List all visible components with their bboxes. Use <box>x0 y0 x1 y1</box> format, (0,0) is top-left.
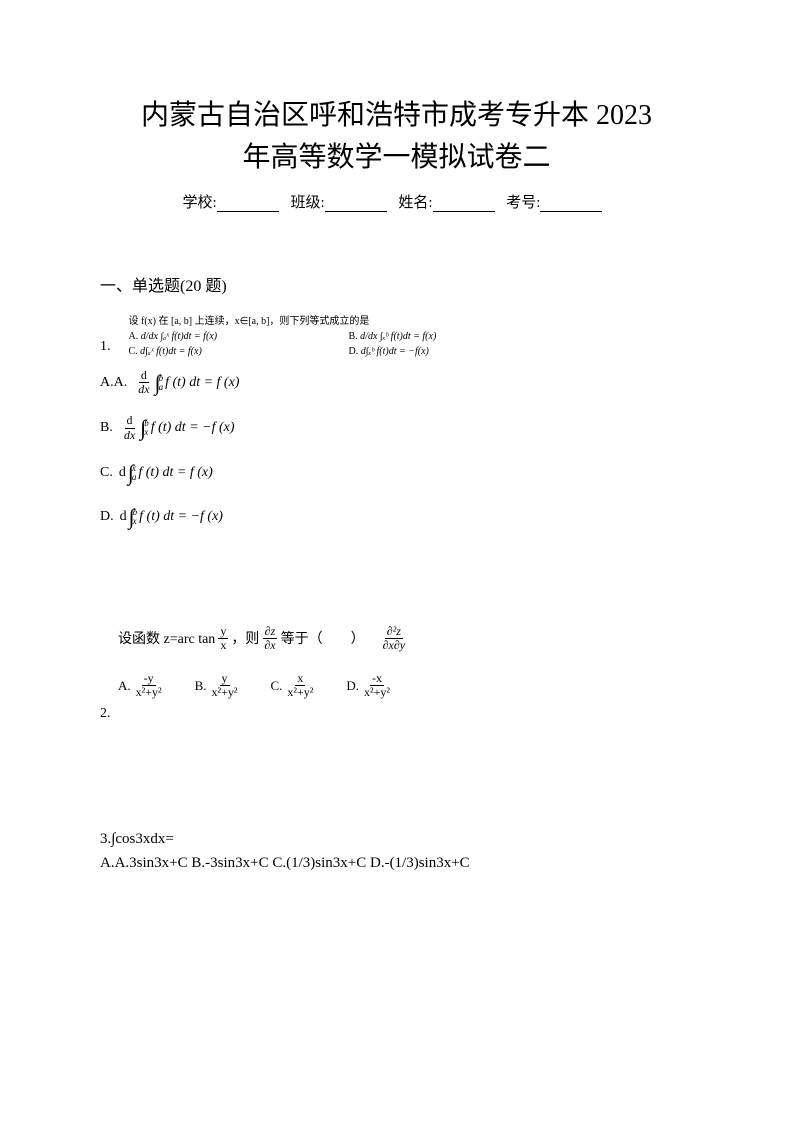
title-line-2: 年高等数学一模拟试卷二 <box>100 137 693 179</box>
q1-opt-d-expr: d ∫ bx f (t) dt = −f (x) <box>120 504 223 530</box>
q1-opt-c-expr: d ∫ xa f (t) dt = f (x) <box>119 460 213 486</box>
class-blank[interactable] <box>325 196 387 212</box>
name-label: 姓名: <box>398 191 432 212</box>
examno-label: 考号: <box>506 191 540 212</box>
name-blank[interactable] <box>433 196 495 212</box>
q1-stem-text: 设 f(x) 在 [a, b] 上连续，x∈[a, b]，则下列等式成立的是 <box>129 314 437 329</box>
q2-option-b: B. yx²+y² <box>195 672 243 699</box>
school-blank[interactable] <box>217 196 279 212</box>
q1-stem-miniature: 设 f(x) 在 [a, b] 上连续，x∈[a, b]，则下列等式成立的是 A… <box>129 314 437 359</box>
q1-opt-b-expr: ddx ∫ bx f (t) dt = −f (x) <box>119 414 235 441</box>
exam-title: 内蒙古自治区呼和浩特市成考专升本 2023 年高等数学一模拟试卷二 <box>100 95 693 179</box>
q1-opt-b-label: B. <box>100 420 113 436</box>
class-label: 班级: <box>290 191 324 212</box>
examno-blank[interactable] <box>540 196 602 212</box>
q2-option-c: C. xx²+y² <box>271 672 319 699</box>
q1-opt-a-label: A.A. <box>100 375 127 391</box>
q2-stem: 设函数 z=arc tan yx ，则 ∂z∂x 等于（ ） ∂²z∂x∂y <box>118 625 693 652</box>
question-1: 1. 设 f(x) 在 [a, b] 上连续，x∈[a, b]，则下列等式成立的… <box>100 314 693 359</box>
q1-option-d: D. d ∫ bx f (t) dt = −f (x) <box>100 504 693 530</box>
q2-number: 2. <box>100 706 693 722</box>
q2-options: A. -yx²+y² B. yx²+y² C. xx²+y² D. -xx²+y… <box>118 672 693 699</box>
q1-number: 1. <box>100 334 111 359</box>
question-2: 设函数 z=arc tan yx ，则 ∂z∂x 等于（ ） ∂²z∂x∂y A… <box>100 625 693 722</box>
q1-opt-a-expr: ddx ∫ ba f (t) dt = f (x) <box>133 369 239 396</box>
question-3: 3.∫cos3xdx= A.A.3sin3x+C B.-3sin3x+C C.(… <box>100 827 693 875</box>
q2-option-d: D. -xx²+y² <box>346 672 395 699</box>
q1-opt-c-label: C. <box>100 465 113 481</box>
q1-opt-d-label: D. <box>100 509 114 525</box>
q3-stem: 3.∫cos3xdx= <box>100 827 693 851</box>
q1-option-c: C. d ∫ xa f (t) dt = f (x) <box>100 460 693 486</box>
student-info-line: 学校: 班级: 姓名: 考号: <box>100 191 693 212</box>
q3-options: A.A.3sin3x+C B.-3sin3x+C C.(1/3)sin3x+C … <box>100 851 693 875</box>
q1-option-a: A.A. ddx ∫ ba f (t) dt = f (x) <box>100 369 693 396</box>
section-1-heading: 一、单选题(20 题) <box>100 272 693 296</box>
q1-option-b: B. ddx ∫ bx f (t) dt = −f (x) <box>100 414 693 441</box>
title-line-1: 内蒙古自治区呼和浩特市成考专升本 2023 <box>100 95 693 137</box>
school-label: 学校: <box>183 191 217 212</box>
q2-option-a: A. -yx²+y² <box>118 672 167 699</box>
